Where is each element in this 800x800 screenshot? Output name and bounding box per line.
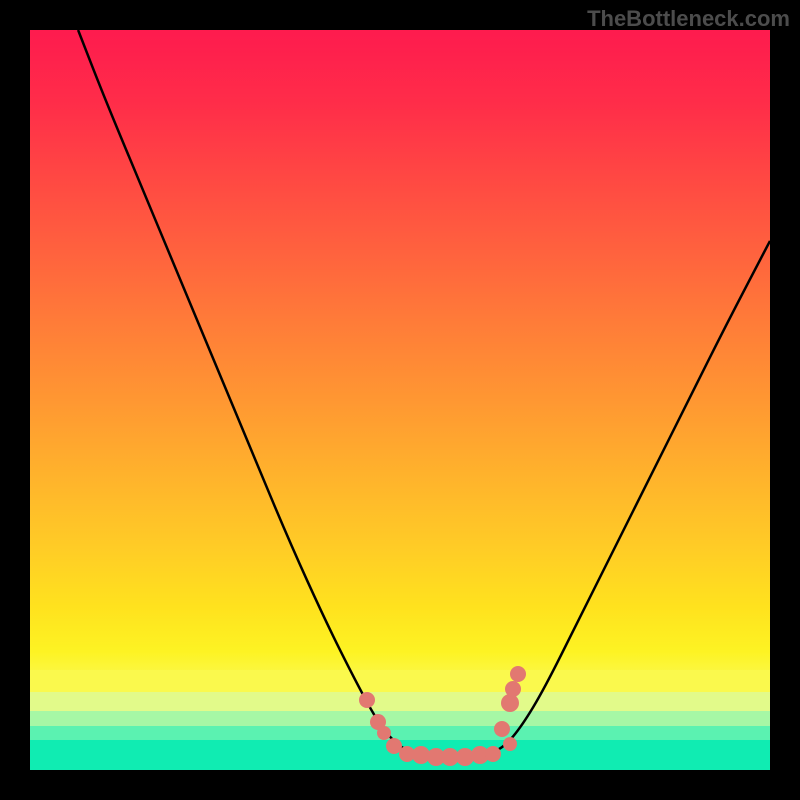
curve-left bbox=[78, 30, 433, 755]
curve-right bbox=[485, 241, 770, 755]
attribution-text: TheBottleneck.com bbox=[587, 6, 790, 32]
chart-area bbox=[30, 30, 770, 770]
bottleneck-curves bbox=[30, 30, 770, 770]
